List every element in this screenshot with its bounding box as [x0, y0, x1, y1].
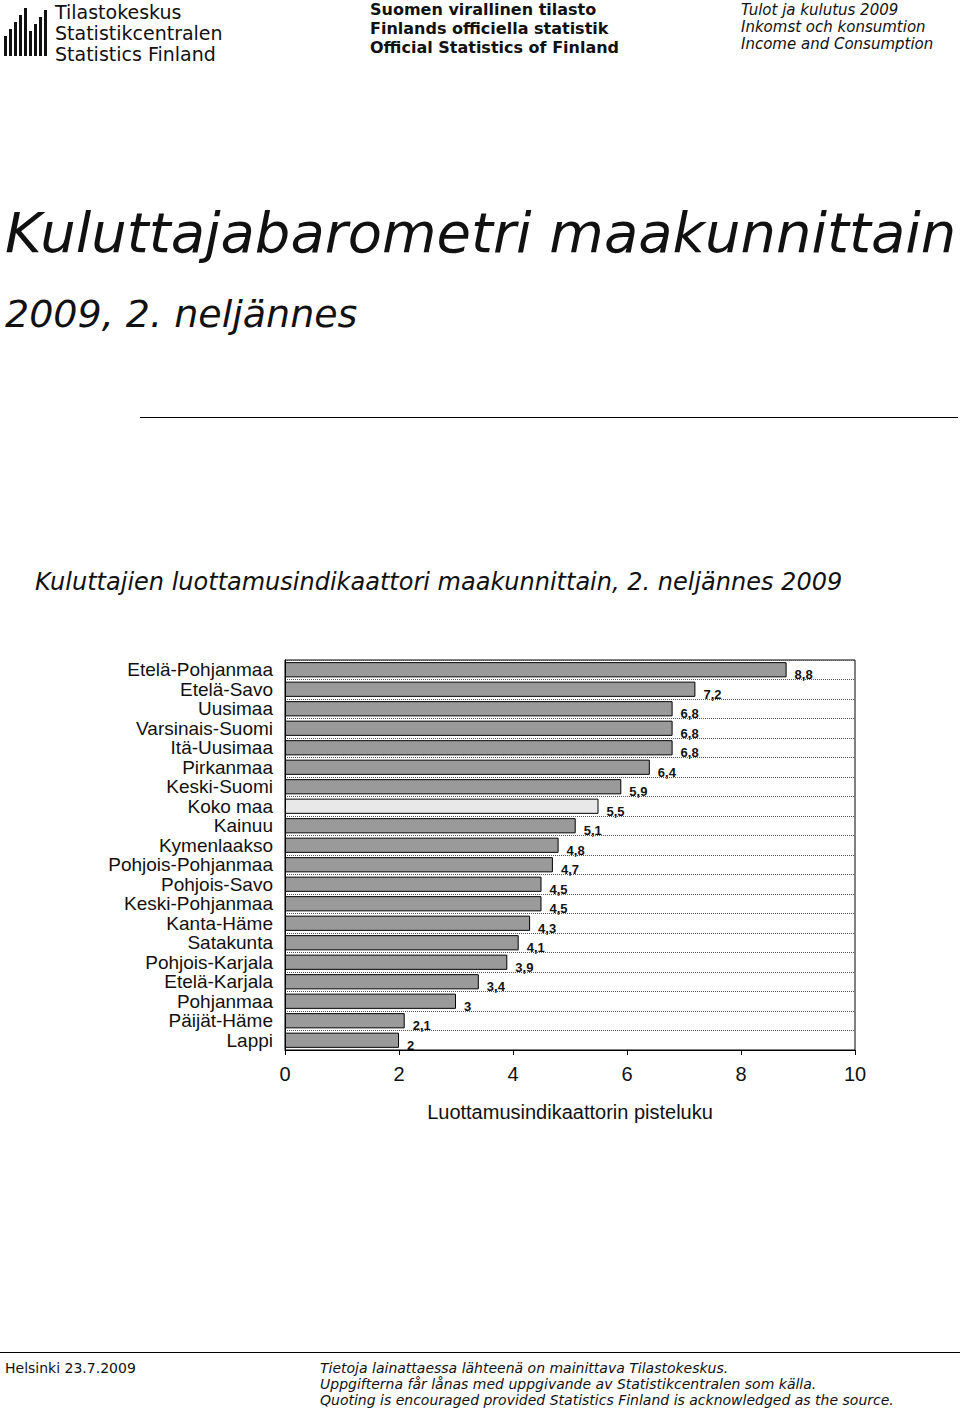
html-text:Kuluttajabarometri maakunnitta: Kuluttajabarometri maakunnittain	[5, 200, 957, 265]
html-text:Quoting is encouraged provided: Quoting is encouraged provided Statistic…	[320, 1392, 894, 1408]
svg-text:Keski-Suomi: Keski-Suomi	[166, 776, 273, 797]
svg-text:6,8: 6,8	[681, 726, 699, 741]
html-text:Income and Consumption: Income and Consumption	[741, 35, 934, 53]
svg-text:6,8: 6,8	[681, 706, 699, 721]
html-text:Tilastokeskus: Tilastokeskus	[55, 1, 182, 23]
svg-text:Lappi: Lappi	[227, 1030, 274, 1051]
svg-text:Kainuu: Kainuu	[214, 815, 273, 836]
html-text:Tietoja lainattaessa lähteenä: Tietoja lainattaessa lähteenä on mainitt…	[320, 1360, 729, 1376]
html-text:Finlands officiella statistik: Finlands officiella statistik	[370, 19, 609, 38]
svg-text:3: 3	[464, 999, 471, 1014]
svg-text:Etelä-Karjala: Etelä-Karjala	[164, 971, 273, 992]
svg-text:Pirkanmaa: Pirkanmaa	[182, 757, 273, 778]
svg-text:Etelä-Pohjanmaa: Etelä-Pohjanmaa	[127, 659, 273, 680]
svg-text:Pohjois-Karjala: Pohjois-Karjala	[145, 952, 273, 973]
html-text:Inkomst och konsumtion: Inkomst och konsumtion	[741, 18, 926, 36]
svg-text:Luottamusindikaattorin pistelu: Luottamusindikaattorin pisteluku	[427, 1101, 713, 1123]
svg-text:Etelä-Savo: Etelä-Savo	[180, 679, 273, 700]
svg-text:Uusimaa: Uusimaa	[198, 698, 273, 719]
svg-text:Kanta-Häme: Kanta-Häme	[166, 913, 273, 934]
svg-text:Pohjois-Savo: Pohjois-Savo	[161, 874, 273, 895]
svg-text:10: 10	[844, 1063, 866, 1085]
svg-text:Koko maa: Koko maa	[187, 796, 273, 817]
svg-text:Varsinais-Suomi: Varsinais-Suomi	[136, 718, 273, 739]
svg-text:2: 2	[393, 1063, 404, 1085]
svg-text:Kuluttajien luottamusindikaatt: Kuluttajien luottamusindikaattori maakun…	[35, 568, 842, 596]
html-text:Statistics Finland: Statistics Finland	[55, 43, 216, 65]
svg-text:3,9: 3,9	[515, 960, 533, 975]
html-text:Suomen virallinen tilasto: Suomen virallinen tilasto	[370, 0, 597, 19]
html-text:Statistikcentralen: Statistikcentralen	[55, 22, 223, 44]
svg-text:2,1: 2,1	[413, 1018, 431, 1033]
svg-text:4,5: 4,5	[550, 901, 568, 916]
svg-text:4,5: 4,5	[550, 882, 568, 897]
svg-text:Itä-Uusimaa: Itä-Uusimaa	[171, 737, 274, 758]
svg-text:Pohjois-Pohjanmaa: Pohjois-Pohjanmaa	[108, 854, 273, 875]
svg-text:Keski-Pohjanmaa: Keski-Pohjanmaa	[124, 893, 273, 914]
html-text:Tulot ja kulutus 2009: Tulot ja kulutus 2009	[741, 1, 899, 19]
svg-text:8: 8	[735, 1063, 746, 1085]
svg-text:Satakunta: Satakunta	[187, 932, 273, 953]
svg-text:6,4: 6,4	[658, 765, 677, 780]
html-text:Helsinki 23.7.2009: Helsinki 23.7.2009	[5, 1360, 136, 1376]
svg-text:4,7: 4,7	[561, 862, 579, 877]
svg-text:4: 4	[507, 1063, 518, 1085]
svg-text:5,1: 5,1	[584, 823, 602, 838]
svg-text:4,8: 4,8	[567, 843, 585, 858]
svg-text:4,1: 4,1	[527, 940, 545, 955]
svg-text:5,9: 5,9	[629, 784, 647, 799]
svg-text:2: 2	[407, 1038, 414, 1053]
svg-text:Päijät-Häme: Päijät-Häme	[168, 1010, 273, 1031]
svg-text:7,2: 7,2	[703, 687, 721, 702]
html-text:2009, 2. neljännes: 2009, 2. neljännes	[5, 292, 358, 336]
svg-text:5,5: 5,5	[607, 804, 625, 819]
svg-text:6,8: 6,8	[681, 745, 699, 760]
svg-text:Kymenlaakso: Kymenlaakso	[159, 835, 273, 856]
svg-text:0: 0	[279, 1063, 290, 1085]
svg-text:8,8: 8,8	[795, 667, 813, 682]
html-text:Official Statistics of Finland: Official Statistics of Finland	[370, 38, 620, 57]
html-text:Uppgifterna får lånas med uppg: Uppgifterna får lånas med uppgivande av …	[320, 1376, 817, 1392]
svg-text:3,4: 3,4	[487, 979, 506, 994]
svg-text:4,3: 4,3	[538, 921, 556, 936]
svg-text:6: 6	[621, 1063, 632, 1085]
svg-text:Pohjanmaa: Pohjanmaa	[177, 991, 274, 1012]
